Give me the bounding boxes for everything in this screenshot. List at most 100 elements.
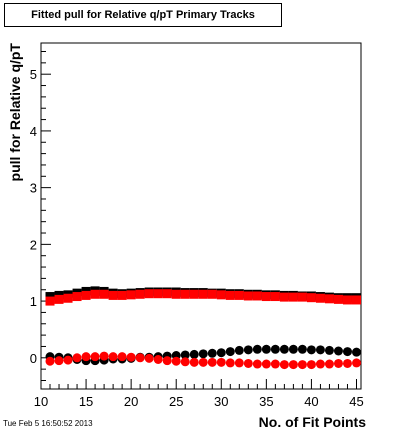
- data-point: [297, 360, 307, 370]
- data-point: [333, 358, 343, 368]
- data-point: [234, 290, 244, 300]
- data-point: [243, 345, 253, 355]
- data-point: [45, 296, 55, 306]
- data-point: [297, 292, 307, 302]
- data-point: [162, 289, 172, 299]
- x-tick-label: 40: [304, 394, 318, 409]
- series-3: [45, 351, 361, 370]
- data-point: [207, 348, 217, 358]
- y-axis-label: pull for Relative q/pT: [7, 43, 23, 182]
- data-point: [180, 350, 190, 360]
- data-point: [270, 292, 280, 302]
- data-point: [54, 294, 64, 304]
- data-point: [99, 351, 109, 361]
- data-point: [261, 344, 271, 354]
- data-point: [45, 356, 55, 366]
- data-point: [153, 355, 163, 365]
- data-point: [279, 344, 289, 354]
- x-tick-label: 25: [169, 394, 183, 409]
- data-point: [261, 359, 271, 369]
- data-point: [117, 352, 127, 362]
- data-point: [207, 357, 217, 367]
- data-point: [225, 290, 235, 300]
- data-point: [144, 353, 154, 363]
- timestamp: Tue Feb 5 16:50:52 2013: [3, 419, 93, 428]
- data-point: [351, 347, 361, 357]
- data-point: [126, 290, 136, 300]
- data-point: [288, 360, 298, 370]
- data-point: [252, 291, 262, 301]
- data-point: [306, 360, 316, 370]
- y-tick-label: 0: [30, 351, 37, 366]
- data-point: [252, 359, 262, 369]
- data-point: [45, 292, 55, 302]
- data-point: [216, 357, 226, 367]
- data-point: [288, 292, 298, 302]
- data-point: [198, 349, 208, 359]
- data-point: [135, 353, 145, 363]
- x-axis: 10 15 20 25 30 35 40 45: [34, 379, 364, 409]
- data-point: [207, 289, 217, 299]
- data-point: [81, 290, 91, 300]
- data-point: [243, 291, 253, 301]
- data-point: [63, 355, 73, 365]
- data-point: [279, 360, 289, 370]
- data-point: [126, 352, 136, 362]
- data-point: [279, 292, 289, 302]
- data-point: [162, 356, 172, 366]
- data-point: [72, 353, 82, 363]
- data-point: [342, 358, 352, 368]
- x-tick-label: 45: [349, 394, 363, 409]
- x-tick-label: 10: [34, 394, 48, 409]
- y-tick-label: 2: [30, 237, 37, 252]
- data-point: [243, 358, 253, 368]
- data-point: [63, 293, 73, 303]
- data-point: [333, 346, 343, 356]
- data-point: [261, 292, 271, 302]
- data-point: [225, 347, 235, 357]
- data-point: [342, 295, 352, 305]
- data-point: [324, 359, 334, 369]
- data-point: [234, 345, 244, 355]
- data-point: [135, 289, 145, 299]
- data-point: [351, 358, 361, 368]
- data-point: [225, 358, 235, 368]
- y-axis: 0 1 2 3 4 5: [30, 51, 51, 381]
- data-point: [315, 293, 325, 303]
- data-point: [270, 359, 280, 369]
- data-point: [180, 357, 190, 367]
- data-point: [270, 344, 280, 354]
- data-point: [234, 358, 244, 368]
- x-tick-label: 35: [259, 394, 273, 409]
- y-tick-label: 3: [30, 181, 37, 196]
- data-point: [189, 289, 199, 299]
- chart-title: Fitted pull for Relative q/pT Primary Tr…: [4, 3, 282, 27]
- data-point: [171, 289, 181, 299]
- data-point: [72, 292, 82, 302]
- data-point: [315, 345, 325, 355]
- data-point: [90, 352, 100, 362]
- series-2: [45, 344, 361, 366]
- data-point: [288, 344, 298, 354]
- data-point: [90, 289, 100, 299]
- data-point: [351, 295, 361, 305]
- data-point: [306, 293, 316, 303]
- data-point: [171, 356, 181, 366]
- y-tick-label: 4: [30, 124, 37, 139]
- data-point: [99, 289, 109, 299]
- x-tick-label: 20: [124, 394, 138, 409]
- data-point: [108, 352, 118, 362]
- series-1: [45, 289, 361, 306]
- data-point: [306, 345, 316, 355]
- data-point: [198, 289, 208, 299]
- data-point: [153, 289, 163, 299]
- x-tick-label: 15: [79, 394, 93, 409]
- data-point: [216, 290, 226, 300]
- y-tick-label: 1: [30, 294, 37, 309]
- y-tick-label: 5: [30, 67, 37, 82]
- data-point: [315, 359, 325, 369]
- data-point: [324, 345, 334, 355]
- data-point: [342, 347, 352, 357]
- x-axis-label: No. of Fit Points: [259, 414, 367, 430]
